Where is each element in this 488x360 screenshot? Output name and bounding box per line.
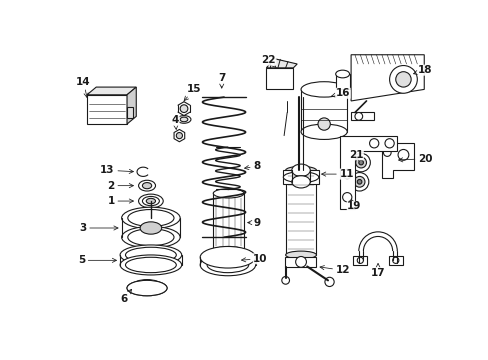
Circle shape xyxy=(358,160,363,165)
Ellipse shape xyxy=(200,247,255,268)
Ellipse shape xyxy=(301,82,346,97)
Text: 4: 4 xyxy=(171,115,179,129)
Ellipse shape xyxy=(125,247,176,263)
Bar xyxy=(335,74,349,89)
Circle shape xyxy=(349,172,368,191)
Circle shape xyxy=(342,193,351,202)
Ellipse shape xyxy=(125,257,176,273)
Circle shape xyxy=(317,118,329,130)
Text: 5: 5 xyxy=(78,255,116,265)
Text: 18: 18 xyxy=(413,65,432,75)
Bar xyxy=(283,170,318,184)
Ellipse shape xyxy=(283,172,318,183)
Circle shape xyxy=(392,257,398,264)
Text: 16: 16 xyxy=(331,88,349,98)
Ellipse shape xyxy=(122,207,180,229)
Circle shape xyxy=(355,157,366,168)
Ellipse shape xyxy=(120,245,182,265)
Ellipse shape xyxy=(285,166,316,174)
Ellipse shape xyxy=(200,254,255,276)
Ellipse shape xyxy=(142,183,151,189)
Circle shape xyxy=(180,105,187,112)
Circle shape xyxy=(369,139,378,148)
Bar xyxy=(301,89,346,132)
Bar xyxy=(285,170,316,255)
Polygon shape xyxy=(339,136,396,209)
Ellipse shape xyxy=(127,229,174,246)
Bar xyxy=(350,112,373,120)
Text: 11: 11 xyxy=(321,169,353,179)
Ellipse shape xyxy=(138,180,155,191)
Text: 6: 6 xyxy=(120,289,131,304)
Bar xyxy=(127,107,133,118)
Ellipse shape xyxy=(301,124,346,139)
Bar xyxy=(388,256,402,265)
Text: 9: 9 xyxy=(247,217,260,228)
Ellipse shape xyxy=(291,164,310,176)
Text: 14: 14 xyxy=(76,77,91,98)
Circle shape xyxy=(342,170,351,179)
Circle shape xyxy=(354,112,362,120)
Circle shape xyxy=(281,276,289,284)
Ellipse shape xyxy=(138,194,163,208)
Ellipse shape xyxy=(127,280,167,296)
Circle shape xyxy=(397,149,408,160)
Polygon shape xyxy=(266,59,297,68)
Ellipse shape xyxy=(120,255,182,275)
Circle shape xyxy=(357,180,361,184)
Circle shape xyxy=(324,277,333,287)
Text: 12: 12 xyxy=(319,265,349,275)
Circle shape xyxy=(389,66,416,93)
Text: 2: 2 xyxy=(107,181,133,191)
Bar xyxy=(87,95,127,124)
Text: 22: 22 xyxy=(261,55,276,68)
Ellipse shape xyxy=(142,197,159,206)
Polygon shape xyxy=(87,87,136,95)
Circle shape xyxy=(395,72,410,87)
Ellipse shape xyxy=(180,117,187,122)
Text: 15: 15 xyxy=(184,84,201,100)
Ellipse shape xyxy=(213,189,244,198)
Ellipse shape xyxy=(127,280,167,296)
Ellipse shape xyxy=(285,251,316,259)
Bar xyxy=(353,256,366,265)
Text: 10: 10 xyxy=(241,254,267,264)
Ellipse shape xyxy=(122,226,180,248)
Ellipse shape xyxy=(335,70,349,78)
Polygon shape xyxy=(174,130,184,142)
Circle shape xyxy=(383,149,390,156)
Polygon shape xyxy=(127,87,136,124)
Ellipse shape xyxy=(127,210,174,226)
Text: 3: 3 xyxy=(79,223,118,233)
Circle shape xyxy=(353,176,364,187)
Circle shape xyxy=(176,132,182,139)
Text: 19: 19 xyxy=(346,199,361,211)
Ellipse shape xyxy=(291,176,310,188)
Circle shape xyxy=(357,257,363,264)
Text: 7: 7 xyxy=(218,73,225,88)
Ellipse shape xyxy=(177,116,190,123)
Text: 20: 20 xyxy=(398,154,432,164)
Bar xyxy=(213,193,244,251)
Text: 13: 13 xyxy=(100,165,133,175)
Ellipse shape xyxy=(141,282,153,288)
Ellipse shape xyxy=(213,247,244,256)
Polygon shape xyxy=(350,55,424,101)
Bar xyxy=(266,68,293,89)
Circle shape xyxy=(295,256,306,267)
Text: 21: 21 xyxy=(348,150,363,161)
Polygon shape xyxy=(381,143,413,178)
Circle shape xyxy=(384,139,393,148)
Polygon shape xyxy=(285,257,316,266)
Text: 1: 1 xyxy=(107,196,133,206)
Circle shape xyxy=(351,153,369,172)
Text: 17: 17 xyxy=(370,264,385,278)
Ellipse shape xyxy=(133,280,161,291)
Ellipse shape xyxy=(146,198,155,204)
Text: 8: 8 xyxy=(244,161,260,171)
Ellipse shape xyxy=(140,222,162,234)
Ellipse shape xyxy=(207,257,248,273)
